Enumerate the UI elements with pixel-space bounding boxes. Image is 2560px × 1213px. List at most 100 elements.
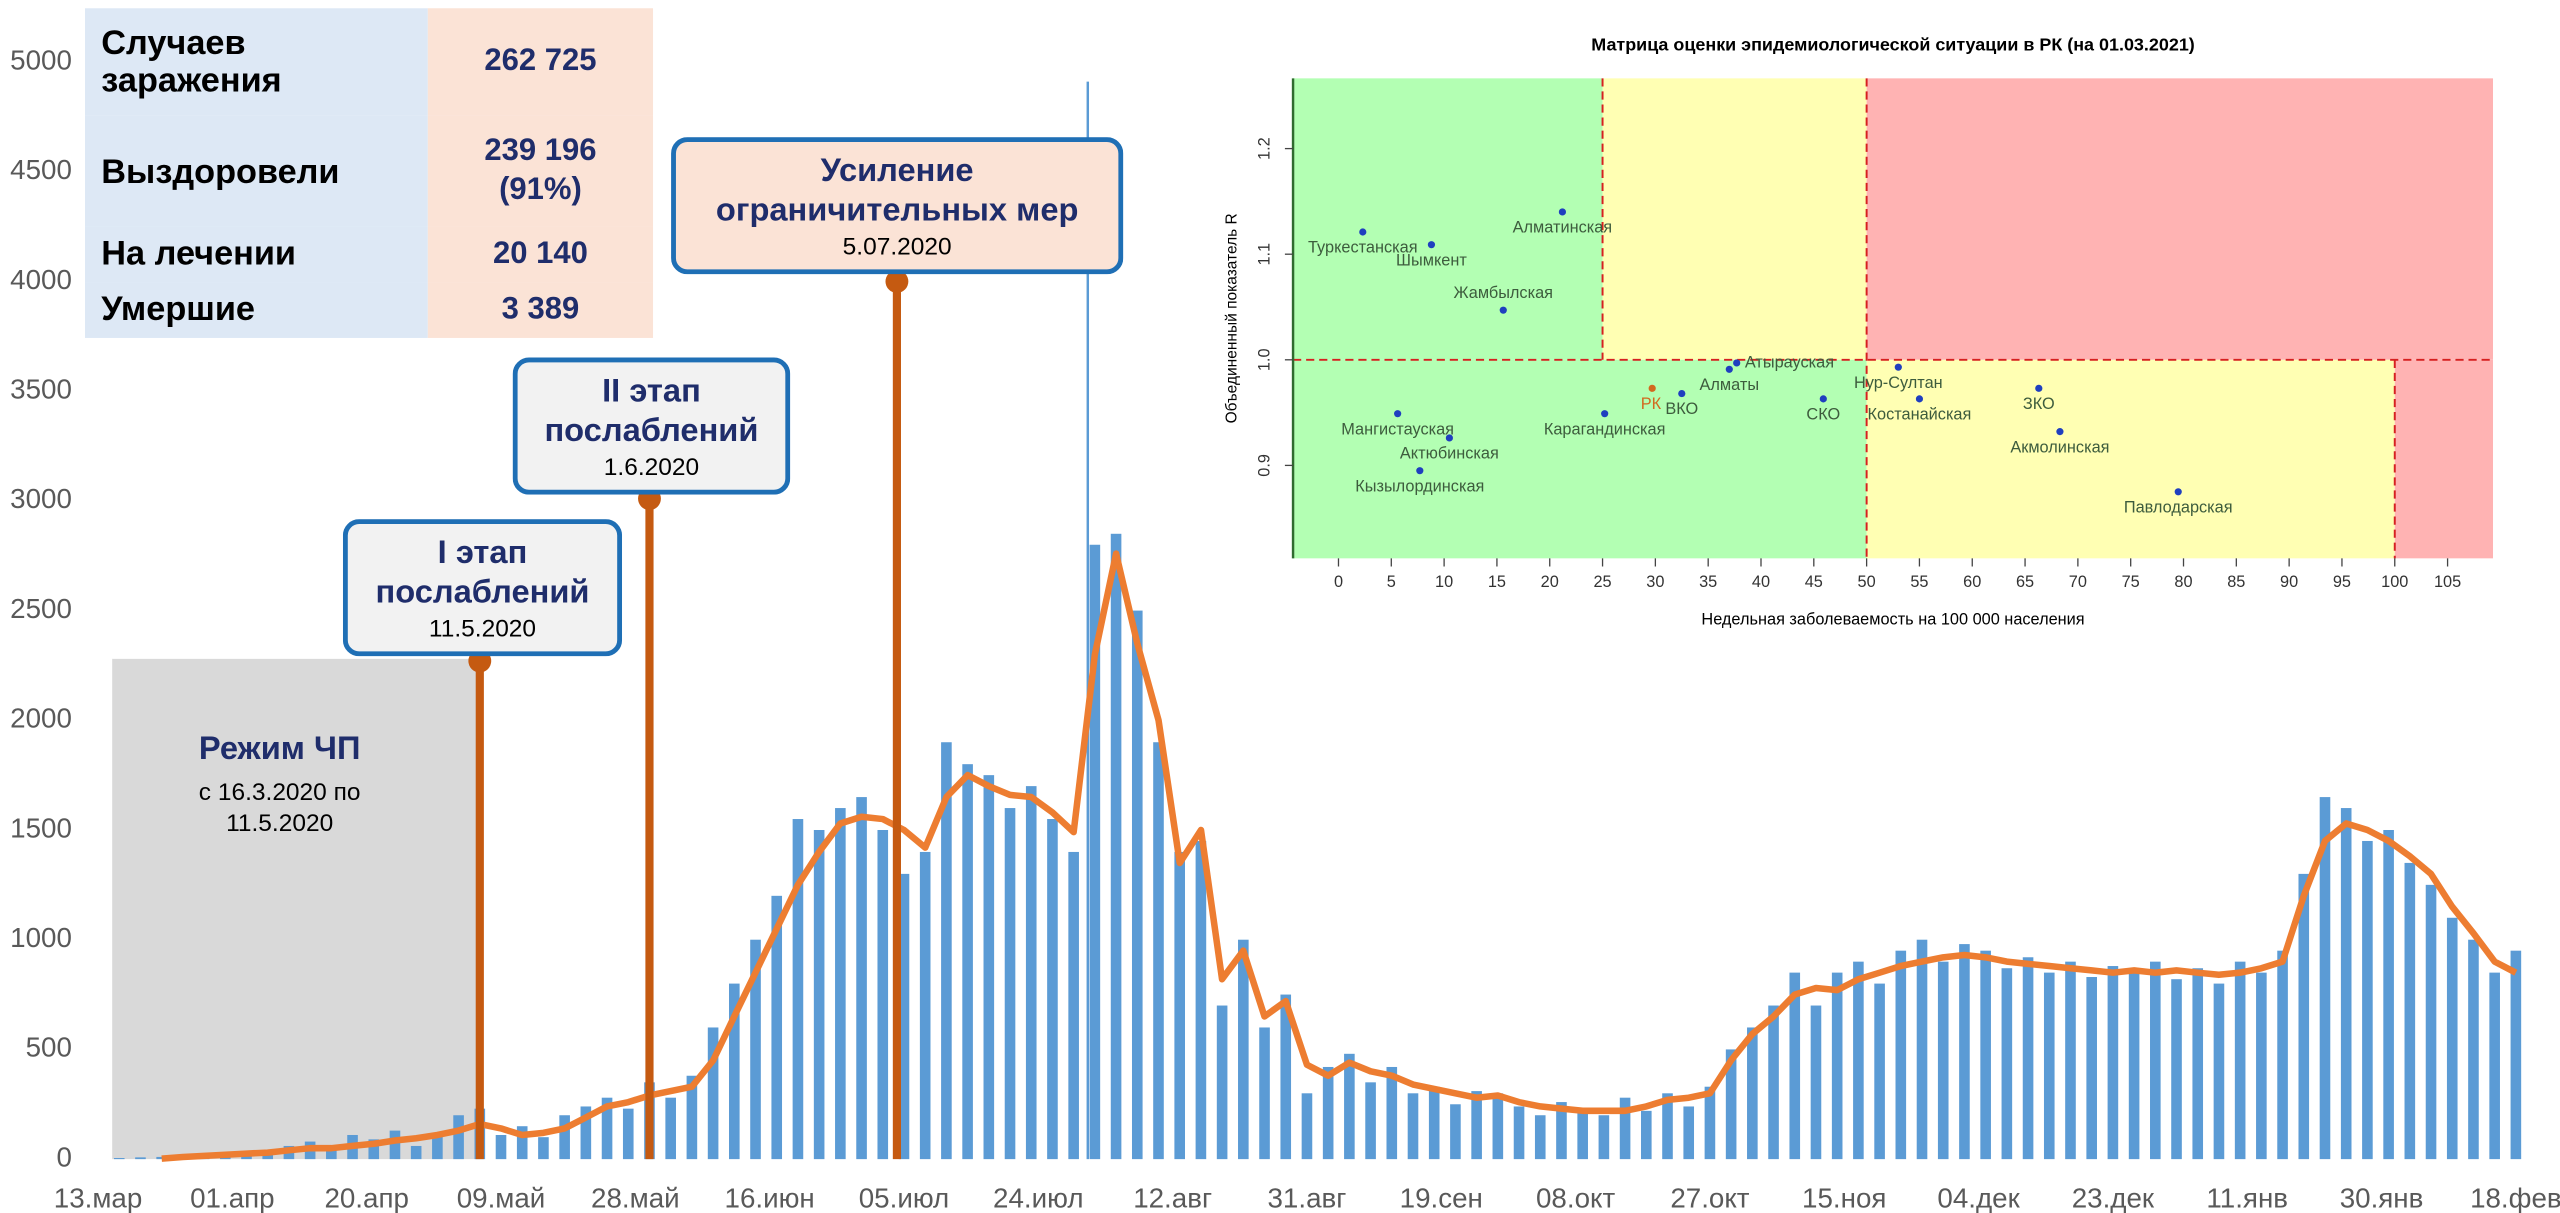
bar [432,1132,443,1160]
point [2174,488,2182,496]
bar [2340,808,2352,1160]
event-date: 5.07.2020 [842,232,952,261]
point [2056,428,2064,436]
point-label: Жамбылская [1454,284,1554,302]
y-tick-label: 2000 [10,703,72,734]
y-axis-label: Объединенный показатель R [1224,213,1241,423]
point-label: СКО [1806,406,1840,424]
point [1394,410,1402,418]
stats-row: Выздоровели 239 196 (91%) [84,116,654,227]
x-tick-label: 100 [2381,573,2408,591]
stats-value: 262 725 [427,8,654,117]
zone [2394,359,2493,559]
bar [919,851,931,1160]
bar [2468,939,2479,1160]
bar [1534,1115,1546,1160]
y-tick-label: 500 [26,1032,72,1063]
y-tick-label: 0.9 [1256,454,1274,477]
x-tick-label: 31.авг [1268,1182,1347,1213]
bar [2425,884,2437,1160]
bar [983,775,995,1160]
bar [665,1097,676,1160]
x-tick-label: 90 [2280,573,2298,591]
event-date: 1.6.2020 [603,453,700,481]
bar [1047,819,1058,1160]
bar [601,1097,613,1160]
bar [1747,1027,1758,1160]
bar [1789,972,1801,1160]
point-label: ЗКО [2023,395,2055,413]
bar [1513,1106,1525,1160]
bar [410,1145,422,1160]
bar [2510,950,2522,1160]
point [1648,384,1656,392]
stats-key: Случаев заражения [84,8,428,117]
bar [2256,972,2267,1160]
event-callout: I этап послаблений 11.5.2020 [342,519,623,657]
point [1894,363,1902,371]
x-tick-label: 15.ноя [1802,1182,1886,1213]
stats-key: Выздоровели [84,116,428,227]
bar [2277,950,2288,1160]
bar [898,873,910,1160]
bar [2022,957,2034,1160]
bar [2192,968,2204,1160]
y-tick-label: 4500 [10,154,72,185]
zone [1293,359,1867,559]
y-tick-label: 5000 [10,44,72,75]
point-label: Шымкент [1396,251,1467,269]
stats-row: На лечении 20 140 [84,226,654,283]
point [1678,390,1686,398]
bar [1853,961,1864,1160]
x-tick-label: 65 [2016,573,2034,591]
x-tick-label: 35 [1699,573,1717,591]
trend-line [161,550,2518,1162]
point [2035,384,2043,392]
bar [1959,944,1970,1160]
stats-key: На лечении [84,226,428,283]
y-tick-label: 1.2 [1256,137,1274,160]
x-tick-label: 12.авг [1133,1182,1212,1213]
stats-value: 239 196 (91%) [427,116,654,227]
y-tick-label: 1.0 [1256,348,1274,371]
x-tick-label: 05.июл [859,1182,949,1213]
bar [622,1108,634,1160]
point [1733,359,1741,367]
point-label: Туркестанская [1308,239,1418,257]
bar [2319,797,2331,1160]
stats-row: Умершие 3 389 [84,282,654,338]
bar [453,1115,464,1160]
x-tick-label: 95 [2333,573,2351,591]
emergency-region [112,658,480,1160]
x-tick-label: 19.сен [1400,1182,1483,1213]
event-box: Усиление ограничительных мер 5.07.2020 [671,137,1124,275]
bar [2001,968,2013,1160]
stats-row: Случаев заражения 262 725 [84,8,654,117]
bar [1153,742,1164,1160]
bar [707,1027,719,1160]
bar [368,1139,380,1160]
bar [1280,994,1292,1160]
bar [2043,972,2055,1160]
point-label: Кызылординская [1355,477,1484,495]
bar [1450,1104,1461,1160]
x-tick-label: 0 [1334,573,1343,591]
event-date: 11.5.2020 [428,614,537,643]
point-label: Костанайская [1868,406,1972,424]
bar [1004,808,1016,1160]
x-tick-label: 08.окт [1536,1182,1615,1213]
event-box: II этап послаблений 1.6.2020 [512,357,791,495]
x-tick-label: 75 [2122,573,2140,591]
stats-key: Умершие [84,282,428,338]
bar [1301,1093,1313,1160]
point-label: Павлодарская [2124,498,2233,516]
point-label: Акмолинская [2010,438,2109,456]
bar [1725,1049,1737,1160]
x-tick-label: 40 [1752,573,1770,591]
x-tick-label: 01.апр [190,1182,274,1213]
bar [750,939,761,1160]
event-title: Усиление ограничительных мер [715,152,1079,228]
bar [962,764,973,1160]
